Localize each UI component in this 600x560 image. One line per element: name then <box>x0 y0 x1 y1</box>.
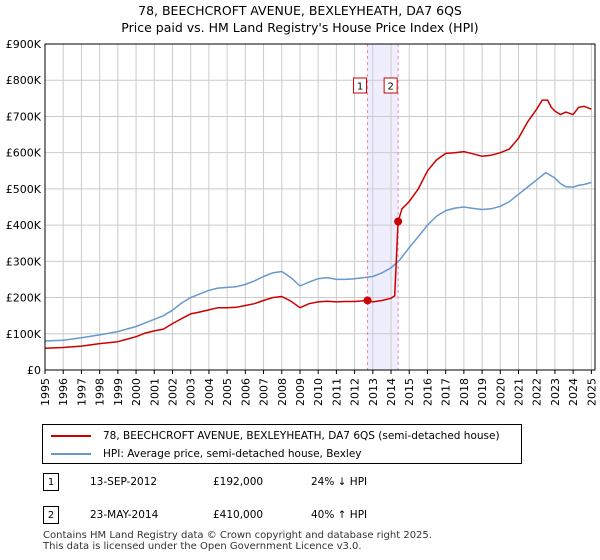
x-tick-label: 2002 <box>166 378 179 406</box>
x-tick-label: 2015 <box>403 378 416 406</box>
transaction-number-badge: 1 <box>43 473 59 491</box>
x-tick-label: 2024 <box>567 378 580 406</box>
y-tick-label: £400K <box>6 219 42 232</box>
x-tick-label: 1998 <box>94 378 107 406</box>
transaction-marker-box <box>353 77 368 94</box>
transaction-date: 13-SEP-2012 <box>90 476 158 488</box>
x-tick-label: 2020 <box>494 378 507 406</box>
chart-legend: 78, BEECHCROFT AVENUE, BEXLEYHEATH, DA7 … <box>42 424 522 464</box>
x-tick-label: 2006 <box>239 378 252 406</box>
y-tick-label: £200K <box>6 292 42 305</box>
x-tick-label: 2023 <box>549 378 562 406</box>
x-tick-label: 2000 <box>130 378 143 406</box>
x-tick-label: 2005 <box>221 378 234 406</box>
sale-point <box>363 296 372 305</box>
footer-attribution: Contains HM Land Registry data © Crown c… <box>43 530 432 552</box>
x-tick-label: 2014 <box>385 378 398 406</box>
transaction-marker-box <box>383 77 398 94</box>
x-tick-label: 2010 <box>312 378 325 406</box>
x-tick-label: 2007 <box>258 378 271 406</box>
x-tick-label: 2016 <box>421 378 434 406</box>
sale-point <box>394 217 403 226</box>
x-tick-label: 2001 <box>148 378 161 406</box>
x-tick-label: 1996 <box>57 378 70 406</box>
x-tick-label: 1999 <box>112 378 125 406</box>
x-tick-label: 2003 <box>185 378 198 406</box>
x-tick-label: 2017 <box>440 378 453 406</box>
plot-border <box>44 43 596 371</box>
x-tick-label: 2004 <box>203 378 216 406</box>
y-tick-label: £800K <box>6 74 42 87</box>
transaction-hpi-diff: 40% ↑ HPI <box>311 509 368 521</box>
y-tick-label: £700K <box>6 110 42 123</box>
legend-item-property: 78, BEECHCROFT AVENUE, BEXLEYHEATH, DA7 … <box>51 428 500 444</box>
plot-area <box>45 44 595 370</box>
x-tick-label: 2009 <box>294 378 307 406</box>
x-tick-label: 2025 <box>585 378 598 406</box>
chart-title: 78, BEECHCROFT AVENUE, BEXLEYHEATH, DA7 … <box>138 3 462 18</box>
y-tick-label: £900K <box>6 38 42 51</box>
y-tick-label: £300K <box>6 255 42 268</box>
x-tick-label: 2008 <box>276 378 289 406</box>
x-tick-label: 2013 <box>367 378 380 406</box>
x-tick-label: 2012 <box>349 378 362 406</box>
hpi-series-line <box>44 171 592 342</box>
chart-subtitle: Price paid vs. HM Land Registry's House … <box>121 20 479 35</box>
x-tick-label: 2019 <box>476 378 489 406</box>
transaction-price: £192,000 <box>213 476 264 488</box>
price-chart: £0 £100K £200K £300K £400K £500K £600K £700K £80… <box>6 38 599 406</box>
transaction-date: 23-MAY-2014 <box>90 509 159 521</box>
x-tick-label: 2022 <box>531 378 544 406</box>
legend-swatch-hpi <box>51 453 91 455</box>
y-tick-label: £600K <box>6 147 42 160</box>
x-tick-label: 1995 <box>39 378 52 406</box>
x-tick-label: 1997 <box>75 378 88 406</box>
transaction-marker-label: 2 <box>387 82 393 93</box>
footer-line: This data is licensed under the Open Gov… <box>43 541 362 552</box>
footer-line: Contains HM Land Registry data © Crown c… <box>43 530 432 541</box>
y-tick-label: £100K <box>6 328 42 341</box>
legend-label-property: 78, BEECHCROFT AVENUE, BEXLEYHEATH, DA7 … <box>103 430 500 442</box>
y-tick-label: £0 <box>27 364 41 377</box>
transaction-hpi-diff: 24% ↓ HPI <box>311 476 368 488</box>
x-tick-label: 2011 <box>330 378 343 406</box>
legend-swatch-property <box>51 435 91 437</box>
y-tick-label: £500K <box>6 183 42 196</box>
transaction-number-badge: 2 <box>43 506 59 524</box>
legend-label-hpi: HPI: Average price, semi-detached house,… <box>103 448 362 460</box>
x-tick-label: 2018 <box>458 378 471 406</box>
x-tick-label: 2021 <box>513 378 526 406</box>
transaction-price: £410,000 <box>213 509 264 521</box>
transaction-marker-label: 1 <box>357 82 363 93</box>
legend-item-hpi: HPI: Average price, semi-detached house,… <box>51 446 362 462</box>
